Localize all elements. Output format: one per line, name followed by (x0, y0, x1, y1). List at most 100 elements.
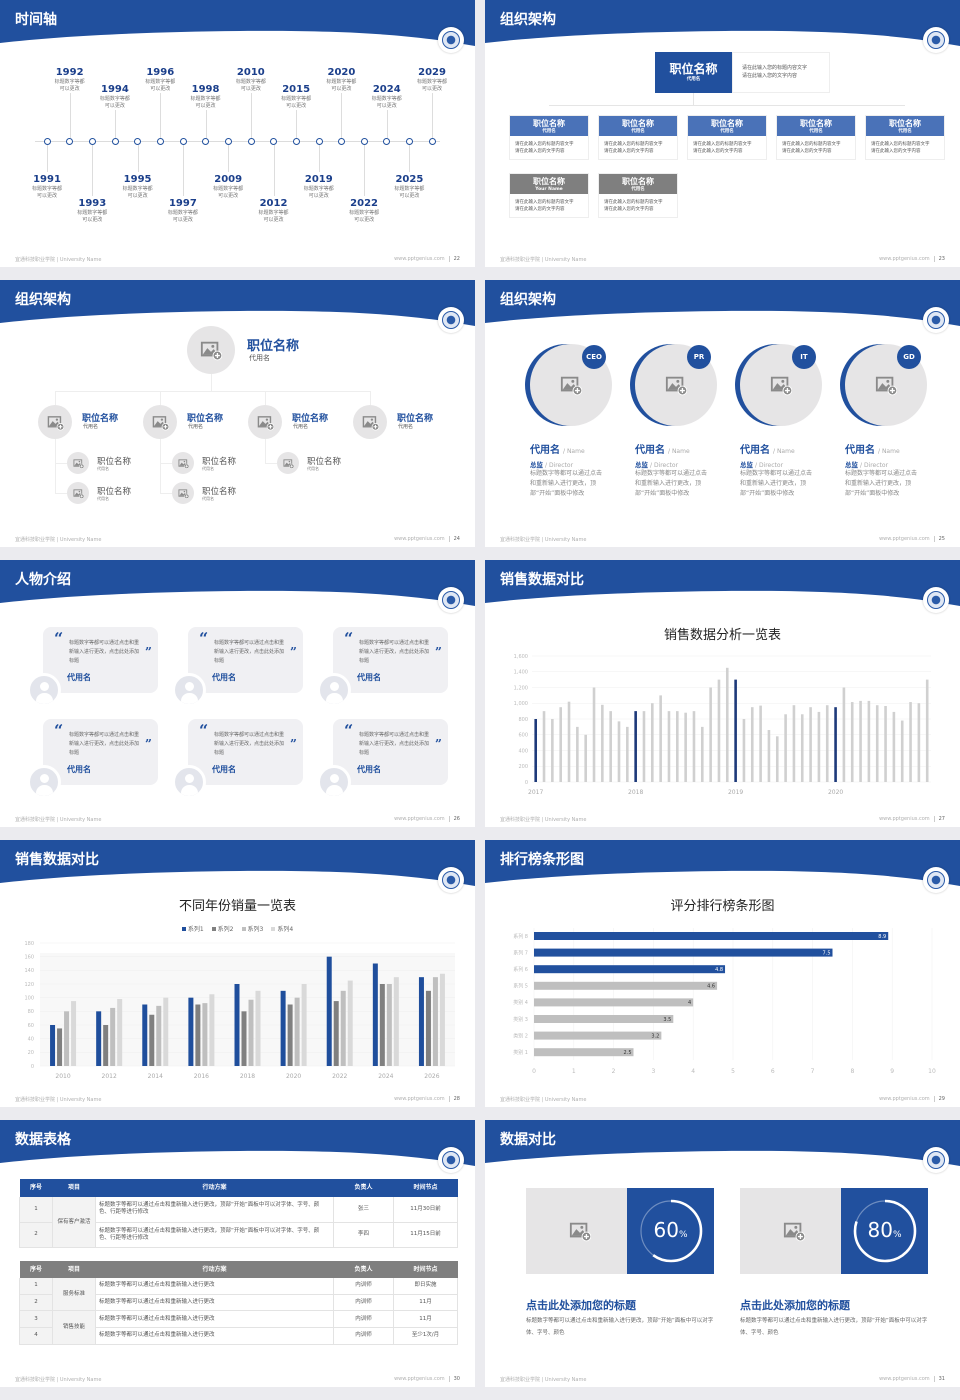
avatar[interactable] (27, 673, 61, 707)
quote-card[interactable] (43, 627, 158, 693)
timeline-dot[interactable] (202, 137, 210, 145)
timeline-dot[interactable] (43, 137, 51, 145)
bar (875, 705, 879, 782)
timeline-dot[interactable] (156, 137, 164, 145)
timeline-dot[interactable] (134, 137, 142, 145)
slide-org-boxes[interactable]: 组织架构 宜通科技职业学院 | University Name www.pptgen… (485, 0, 960, 267)
image-placeholder-icon (875, 376, 897, 396)
row-number: 2 (19, 1293, 53, 1312)
table-row[interactable]: 1 服务标准 标题数字等都可以通过点击和重新输入进行更改 内训师 即日实施 (19, 1276, 458, 1312)
sub-role: 职位名称 (97, 487, 132, 497)
quote-text: 标题数字等都可以通过点击和重新输入进行更改，点击此处添加标题 (69, 640, 140, 664)
branch-avatar[interactable] (143, 405, 177, 439)
image-placeholder-icon (72, 488, 84, 499)
slide-sales-chart[interactable]: 销售数据对比 宜通科技职业学院 | University Name www.pptg… (485, 560, 960, 827)
position-card[interactable]: 职位名称 代用名 请在此输入您的标题内容文字 请在此输入您的文字内容 (687, 115, 767, 160)
branch-avatar[interactable] (248, 405, 282, 439)
event-desc: 可以更改 (150, 86, 171, 92)
y-tick-label: 20 (28, 1050, 34, 1056)
slide-timeline[interactable]: 时间轴 宜通科技职业学院 | University Name www.pptgeni… (0, 0, 475, 267)
x-tick-label: 2020 (286, 1073, 301, 1080)
position-card[interactable]: 职位名称 代用名 请在此输入您的标题内容文字 请在此输入您的文字内容 (509, 115, 589, 160)
bar (800, 714, 804, 782)
progress-ring (639, 1199, 702, 1263)
sub-avatar[interactable] (172, 482, 194, 504)
sub-avatar[interactable] (67, 452, 89, 474)
branch-avatar[interactable] (38, 405, 72, 439)
timeline-dot[interactable] (292, 137, 300, 145)
table-row[interactable]: 4 标题数字等都可以通过点击和重新输入进行更改 内训师 至少1次/月 (19, 1327, 458, 1345)
table-row[interactable]: 1 保有客户激活 标题数字等都可以通过点击和重新输入进行更改，顶部“开始”面板中可以… (19, 1196, 458, 1248)
timeline-dot[interactable] (270, 137, 278, 145)
slide-org-tree[interactable]: 组织架构 宜通科技职业学院 | University Name www.pptgen… (0, 280, 475, 547)
sub-avatar[interactable] (172, 452, 194, 474)
event-year: 2012 (259, 198, 288, 209)
card-body: 请在此输入您的标题内容文字 请在此输入您的文字内容 (688, 136, 766, 155)
timeline-dot[interactable] (66, 137, 74, 145)
header-wave (485, 560, 960, 606)
card-role: 职位名称 (889, 119, 921, 128)
timeline-dot[interactable] (428, 137, 436, 145)
head-avatar[interactable] (187, 326, 235, 374)
timeline-dot[interactable] (338, 137, 346, 145)
slide-data-compare[interactable]: 数据对比 宜通科技职业学院 | University Name www.pptgen… (485, 1120, 960, 1387)
header-band (485, 1120, 960, 1166)
bar (626, 726, 629, 782)
timeline-dot[interactable] (111, 137, 119, 145)
position-card[interactable]: 职位名称 代用名 请在此输入您的标题内容文字 请在此输入您的文字内容 (598, 173, 678, 218)
bar (917, 703, 921, 782)
card-role: 职位名称 (533, 119, 565, 128)
legend-swatch (241, 926, 246, 931)
slide-yearly-chart[interactable]: 销售数据对比 宜通科技职业学院 | University Name www.pptg… (0, 840, 475, 1107)
avatar[interactable] (27, 765, 61, 799)
position-card[interactable]: 职位名称 代用名 请在此输入您的标题内容文字 请在此输入您的文字内容 (776, 115, 856, 160)
top-desc: 请在此输入您的标题内容文字 (742, 65, 808, 71)
quote-card[interactable] (188, 627, 303, 693)
slide-org-people[interactable]: 组织架构 宜通科技职业学院 | University Name www.pptgen… (485, 280, 960, 547)
position-card[interactable]: 职位名称 代用名 请在此输入您的标题内容文字 请在此输入您的文字内容 (598, 115, 678, 160)
timeline-dot[interactable] (360, 137, 368, 145)
x-tick-label: 1 (572, 1068, 576, 1075)
top-role: 职位名称 (669, 62, 718, 76)
avatar[interactable] (172, 765, 206, 799)
quote-card[interactable] (188, 719, 303, 785)
bar (750, 707, 754, 782)
table-row[interactable]: 3 销售技能 标题数字等都可以通过点击和重新输入进行更改 内训师 11月 (19, 1310, 458, 1345)
sub-avatar[interactable] (67, 482, 89, 504)
card-name: 代用名 (809, 129, 823, 134)
footer-right: www.pptgenius.com 27 (879, 816, 945, 822)
branch-role: 职位名称 (292, 414, 329, 424)
slide-data-tables[interactable]: 数据表格 宜通科技职业学院 | University Name www.pptgen… (0, 1120, 475, 1387)
card-role: 职位名称 (622, 177, 654, 186)
event-desc: 标题数字等都 (99, 96, 130, 102)
table-row[interactable]: 2 标题数字等都可以通过点击和重新输入进行更改，顶部“开始”面板中可以对字体、字号… (19, 1221, 458, 1248)
sub-avatar[interactable] (277, 452, 299, 474)
avatar[interactable] (317, 765, 351, 799)
slide-title: 数据表格 (15, 1132, 71, 1148)
header-band (0, 0, 475, 46)
timeline-dot[interactable] (179, 137, 187, 145)
head-role: 职位名称 (247, 339, 300, 354)
position-card[interactable]: 职位名称 Your Name 请在此输入您的标题内容文字 请在此输入您的文字内容 (509, 173, 589, 218)
bar (372, 963, 378, 1066)
row-deadline: 11月 (393, 1310, 458, 1329)
role-badge: CEO (582, 345, 606, 369)
avatar[interactable] (172, 673, 206, 707)
position-card[interactable]: 职位名称 代用名 请在此输入您的标题内容文字 请在此输入您的文字内容 (865, 115, 945, 160)
quote-card[interactable] (333, 627, 448, 693)
slide-ranking-chart[interactable]: 排行榜条形图 宜通科技职业学院 | University Name www.pptg… (485, 840, 960, 1107)
timeline-dot[interactable] (315, 137, 323, 145)
quote-card[interactable] (333, 719, 448, 785)
item-heading: 点击此处添加您的标题 (526, 1299, 636, 1312)
timeline-event: 2024 标题数字等都 可以更改 (365, 84, 409, 110)
timeline-dot[interactable] (224, 137, 232, 145)
timeline-dot[interactable] (406, 137, 414, 145)
avatar[interactable] (317, 673, 351, 707)
quote-card[interactable] (43, 719, 158, 785)
branch-avatar[interactable] (353, 405, 387, 439)
slide-people-quotes[interactable]: 人物介绍 宜通科技职业学院 | University Name www.pptgen… (0, 560, 475, 827)
timeline-connector (318, 145, 320, 172)
timeline-dot[interactable] (383, 137, 391, 145)
timeline-dot[interactable] (247, 137, 255, 145)
timeline-dot[interactable] (89, 137, 96, 145)
